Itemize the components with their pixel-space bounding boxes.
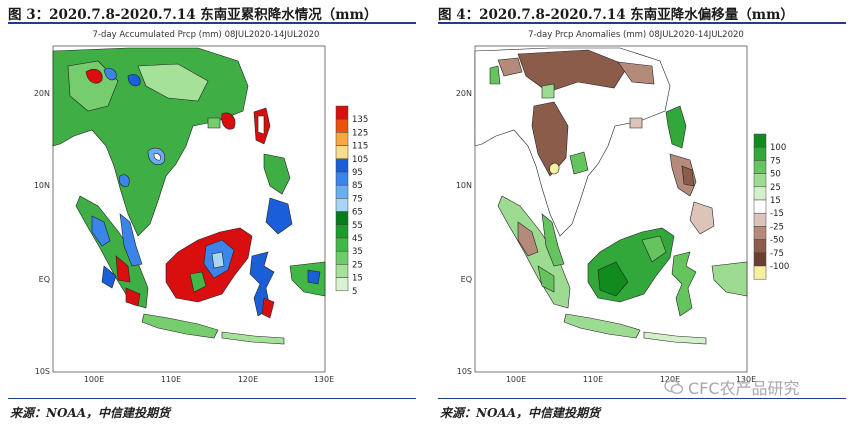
accumulated-precip-legend: 135 125 115 105 95 85 75 65 55 45 35 25 15 5 [335,105,368,297]
map-title: 7-day Accumulated Prcp (mm) 08JUL2020-14… [93,30,320,40]
legend-label: 15 [352,274,363,284]
legend-swatch [335,145,349,160]
wechat-icon [664,379,684,395]
x-tick-130E: 130E [736,375,756,384]
x-tick-110E: 110E [583,375,603,384]
legend-label: 50 [770,170,781,180]
legend-swatch [335,105,349,120]
legend-swatch [335,250,349,265]
legend-swatch [335,171,349,186]
map-plot-area: 20N 10N EQ 10S 100E 110E 120E 130E [456,45,756,384]
precip-anomaly-map: 7-day Prcp Anomalies (mm) 08JUL2020-14JU… [456,30,789,384]
legend-label: 15 [770,196,781,206]
y-tick-10S: 10S [457,367,472,376]
legend-label: -50 [770,236,784,246]
x-tick-120E: 120E [238,375,258,384]
y-tick-20N: 20N [456,89,472,98]
y-tick-EQ: EQ [39,275,50,284]
legend-swatch [753,265,767,280]
legend-swatch [335,264,349,278]
land-and-anomaly-fields [474,47,748,345]
map-plot-area: 20N 10N EQ 10S 100E 110E 120E 130E [34,45,334,384]
legend-label: 35 [352,247,363,257]
y-tick-EQ: EQ [461,275,472,284]
legend-swatch [753,186,767,201]
legend-swatch [753,133,767,148]
legend-label: 65 [352,208,363,218]
legend-label: 135 [352,115,368,125]
map-title: 7-day Prcp Anomalies (mm) 08JUL2020-14JU… [528,30,744,40]
legend-label: 25 [770,183,781,193]
legend-swatch [335,158,349,173]
legend-swatch [335,224,349,239]
legend-swatch [753,199,767,214]
legend-swatch [753,146,767,161]
legend-label: 100 [770,143,786,153]
y-tick-10S: 10S [35,367,50,376]
legend-swatch [753,173,767,188]
y-tick-20N: 20N [34,89,50,98]
legend-swatch [335,118,349,133]
title-rule-left [8,22,416,24]
figure-3-title: 图 3：2020.7.8-2020.7.14 东南亚累积降水情况（mm） [8,7,378,23]
accumulated-precip-map: 7-day Accumulated Prcp (mm) 08JUL2020-14… [34,30,368,384]
legend-swatch [335,237,349,252]
legend-label: 5 [352,287,357,297]
legend-label: -15 [770,209,784,219]
x-tick-110E: 110E [161,375,181,384]
watermark-text: CFC农产品研究 [688,379,800,398]
figure-4-title: 图 4：2020.7.8-2020.7.14 东南亚降水偏移量（mm） [438,7,794,23]
legend-swatch [335,198,349,212]
legend-swatch [753,212,767,227]
x-tick-130E: 130E [314,375,334,384]
source-rule-right [438,398,846,399]
legend-label: -25 [770,222,784,232]
legend-label: -75 [770,249,784,259]
legend-label: 55 [352,221,363,231]
legend-swatch [335,211,349,226]
legend-label: 115 [352,142,368,152]
source-rule-left [8,398,416,399]
legend-label: 25 [352,260,363,270]
legend-label: 85 [352,181,363,191]
figure-4-source: 来源：NOAA，中信建投期货 [440,406,601,420]
legend-swatch [335,277,349,292]
legend-swatch [753,252,767,267]
legend-label: 45 [352,234,363,244]
title-rule-right [438,22,846,24]
x-tick-100E: 100E [84,375,104,384]
legend-label: 75 [352,194,363,204]
legend-label: -100 [770,262,789,272]
legend-label: 125 [352,128,368,138]
watermark: CFC农产品研究 [664,375,800,399]
legend-swatch [335,184,349,199]
legend-label: 95 [352,168,363,178]
x-tick-120E: 120E [660,375,680,384]
figure-3-source: 来源：NOAA，中信建投期货 [10,406,171,420]
y-tick-10N: 10N [34,181,50,190]
y-tick-10N: 10N [456,181,472,190]
legend-label: 75 [770,156,781,166]
legend-swatch [753,239,767,254]
legend-swatch [753,226,767,240]
legend-swatch [753,160,767,174]
legend-label: 105 [352,155,368,165]
land-and-precip-fields [52,47,326,345]
legend-swatch [335,132,349,146]
precip-anomaly-legend: 100 75 50 25 15 -15 -25 -50 -75 -100 [753,133,789,280]
x-tick-100E: 100E [506,375,526,384]
